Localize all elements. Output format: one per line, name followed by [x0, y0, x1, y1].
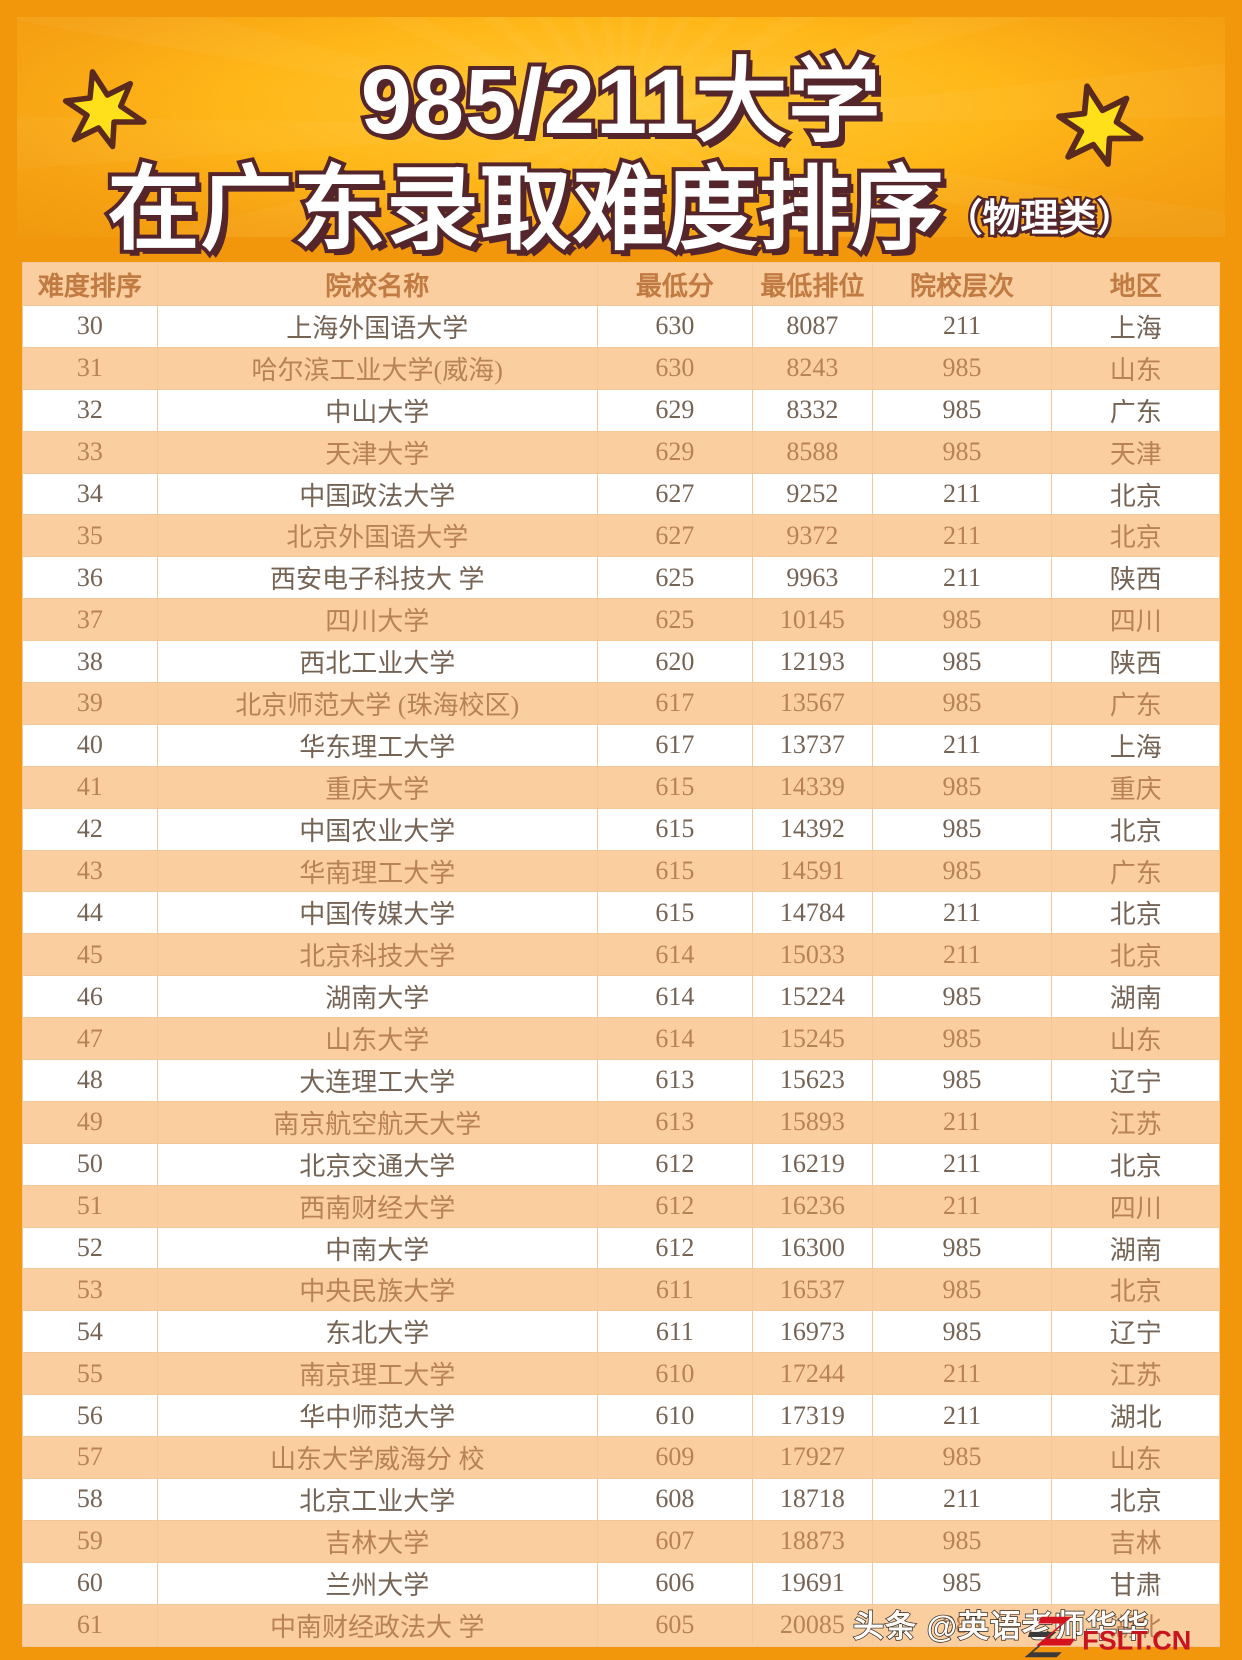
svg-text:FSLT.CN: FSLT.CN	[1082, 1625, 1191, 1656]
